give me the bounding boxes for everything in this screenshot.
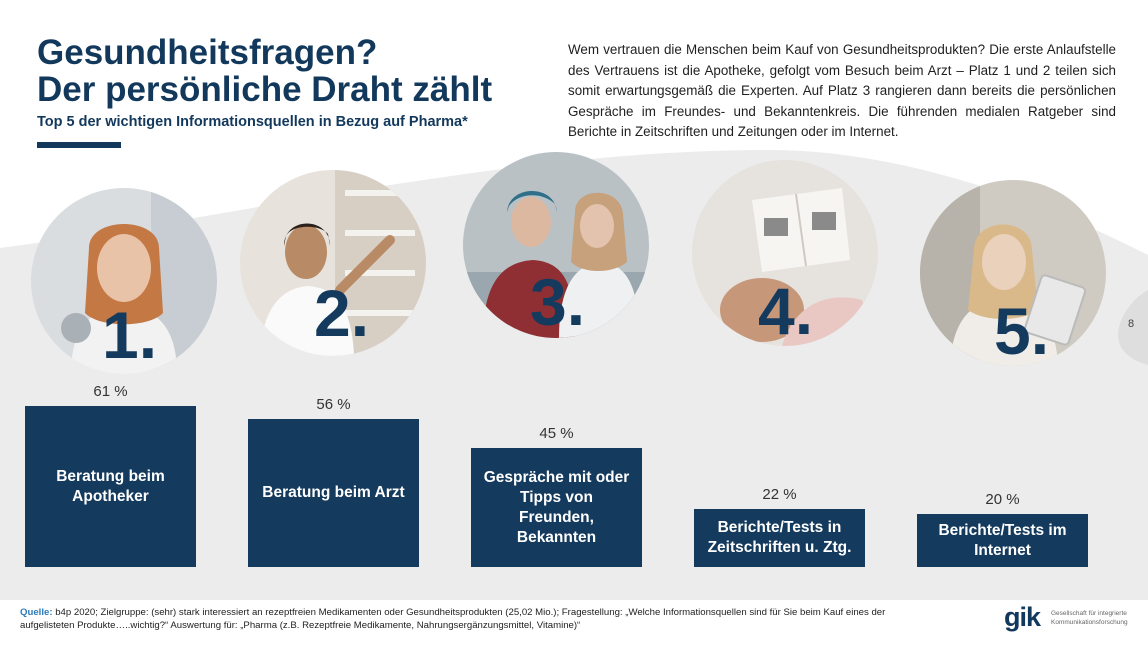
source-footnote: Quelle: b4p 2020; Zielgruppe: (sehr) sta… [20,606,920,632]
rank-2: 2. [314,276,370,350]
photo-tablet [920,180,1106,366]
bar-5: Berichte/Tests im Internet [917,514,1088,567]
value-label-1: 61 % [93,383,128,400]
value-label-4: 22 % [762,486,797,503]
source-label: Quelle: [20,607,53,618]
value-label-2: 56 % [316,396,351,413]
rank-5: 5. [994,294,1050,368]
bar-3: Gespräche mit oder Tipps von Freunden, B… [471,448,642,567]
page-title: Gesundheitsfragen? Der persönliche Draht… [37,34,492,108]
title-line-2: Der persönliche Draht zählt [37,70,493,109]
source-text: b4p 2020; Zielgruppe: (sehr) stark inter… [20,607,886,631]
rank-4: 4. [758,274,814,348]
page-subtitle: Top 5 der wichtigen Informationsquellen … [37,114,468,130]
intro-text: Wem vertrauen die Menschen beim Kauf von… [568,42,1116,139]
gik-logo-tagline: Gesellschaft für integrierte Kommunikati… [1051,610,1128,626]
value-label-5: 20 % [985,491,1020,508]
title-underline [37,142,121,148]
photo-reading [692,160,878,346]
value-label-3: 45 % [539,425,574,442]
rank-3: 3. [530,265,586,339]
photo-pharmacist [31,188,217,374]
page-number: 8 [1128,318,1135,330]
rank-1: 1. [102,298,158,372]
title-line-1: Gesundheitsfragen? [37,33,378,72]
bar-4: Berichte/Tests in Zeitschriften u. Ztg. [694,509,865,567]
bar-1: Beratung beim Apotheker [25,406,196,567]
gik-logo: gik [1004,602,1041,632]
bar-2: Beratung beim Arzt [248,419,419,567]
